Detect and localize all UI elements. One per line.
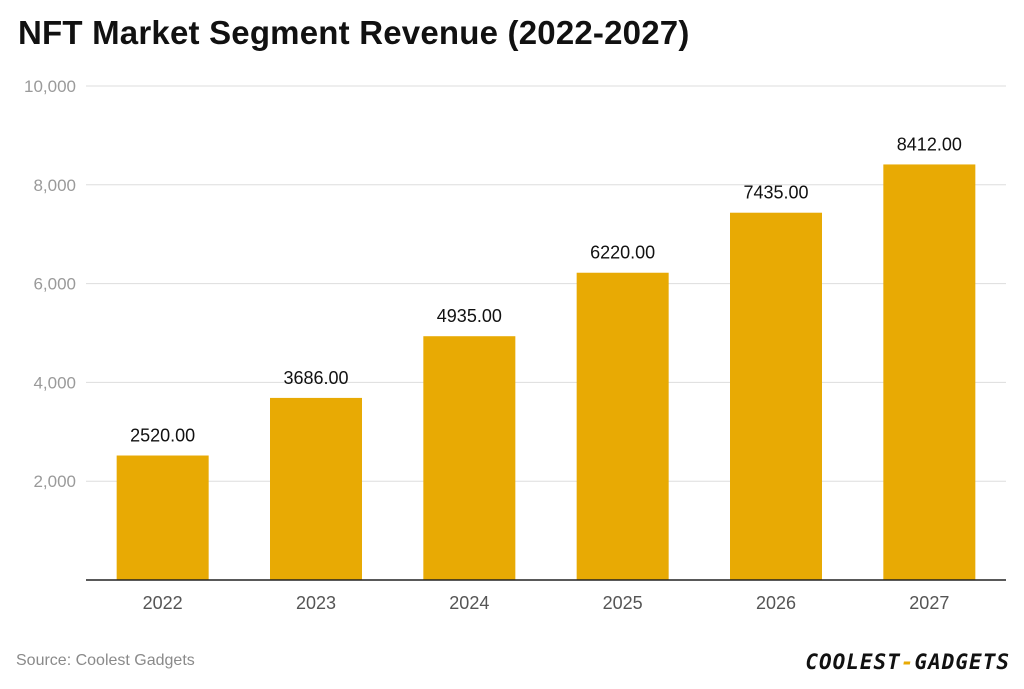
x-tick-label: 2026 bbox=[756, 593, 796, 613]
data-labels: 2520.00 3686.00 4935.00 6220.00 7435.00 8412.… bbox=[130, 134, 962, 445]
x-tick-label: 2027 bbox=[909, 593, 949, 613]
x-tick-label: 2025 bbox=[603, 593, 643, 613]
data-label: 6220.00 bbox=[590, 243, 655, 263]
brand-logo-separator: - bbox=[900, 650, 915, 674]
y-axis-ticks: 2,000 4,000 6,000 8,000 10,000 bbox=[24, 77, 76, 491]
x-tick-label: 2022 bbox=[143, 593, 183, 613]
gridlines bbox=[86, 85, 1006, 482]
bar bbox=[883, 164, 976, 580]
brand-logo-part1: COOLEST bbox=[805, 650, 901, 674]
data-label: 2520.00 bbox=[130, 426, 195, 446]
data-label: 8412.00 bbox=[897, 134, 962, 154]
brand-logo: COOLEST-GADGETS bbox=[805, 650, 1010, 674]
brand-logo-part2: GADGETS bbox=[914, 650, 1010, 674]
bars bbox=[116, 164, 976, 580]
bar bbox=[576, 272, 669, 580]
x-tick-label: 2023 bbox=[296, 593, 336, 613]
bar bbox=[423, 336, 516, 580]
bar bbox=[730, 212, 822, 580]
y-tick-label: 10,000 bbox=[24, 77, 76, 96]
y-tick-label: 4,000 bbox=[33, 373, 76, 392]
y-tick-label: 2,000 bbox=[33, 472, 76, 491]
bar bbox=[116, 455, 209, 580]
chart-title: NFT Market Segment Revenue (2022-2027) bbox=[18, 14, 690, 51]
x-tick-label: 2024 bbox=[449, 593, 489, 613]
data-label: 4935.00 bbox=[437, 306, 502, 326]
bar bbox=[270, 397, 362, 580]
data-label: 3686.00 bbox=[283, 368, 348, 388]
y-tick-label: 6,000 bbox=[33, 275, 76, 294]
y-tick-label: 8,000 bbox=[33, 176, 76, 195]
data-label: 7435.00 bbox=[743, 183, 808, 203]
source-note: Source: Coolest Gadgets bbox=[16, 652, 195, 669]
x-axis-ticks: 2022 2023 2024 2025 2026 2027 bbox=[143, 593, 950, 613]
